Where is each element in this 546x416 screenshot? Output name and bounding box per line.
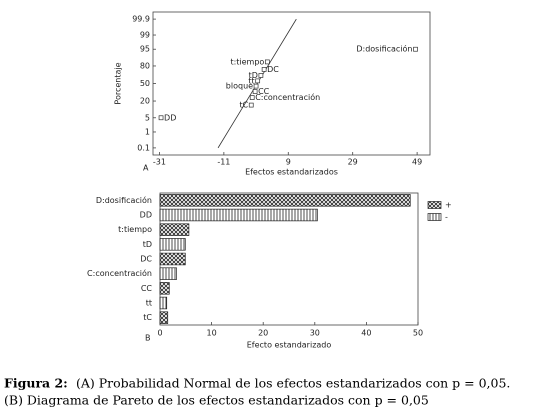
bar: [159, 238, 186, 251]
x-tick-label: 50: [413, 329, 423, 338]
x-tick-label: 20: [258, 329, 268, 338]
point: [249, 95, 255, 100]
point-label: tD: [249, 71, 258, 80]
point-label: bloque: [226, 82, 253, 91]
panel-label: B: [145, 334, 151, 343]
bar: [159, 282, 170, 295]
x-tick-label: 40: [361, 329, 371, 338]
y-tick-label: tC: [143, 313, 152, 322]
y-tick-label: tt: [146, 299, 152, 308]
legend-label: +: [445, 201, 452, 210]
y-tick-label: 0.1: [137, 143, 150, 152]
x-axis-label: Efectos estandarizados: [245, 168, 338, 177]
y-tick-label: 5: [145, 113, 150, 122]
y-tick-label: 20: [140, 97, 150, 106]
y-tick-label: tD: [143, 240, 152, 249]
x-tick-label: 30: [310, 329, 320, 338]
point: [158, 115, 164, 121]
legend-swatch: [427, 201, 442, 209]
y-tick-label: D:dosificación: [96, 195, 152, 205]
y-axis-label: Porcentaje: [114, 62, 123, 104]
point: [258, 73, 264, 78]
legend-swatch: [427, 213, 442, 221]
x-tick-label: 29: [348, 158, 358, 167]
caption-line: (B) Diagrama de Pareto de los efectos es…: [4, 393, 429, 408]
point-label: t:tiempo: [230, 57, 264, 66]
y-tick-label: 95: [140, 45, 150, 54]
point: [413, 46, 418, 52]
panel-label: A: [143, 164, 149, 173]
point: [264, 59, 270, 65]
y-tick-label: DC: [140, 255, 152, 264]
y-tick-label: 1: [145, 127, 150, 136]
y-tick-label: t:tiempo: [118, 225, 152, 234]
legend-label: -: [445, 213, 448, 222]
x-tick-label: 9: [286, 158, 291, 167]
point: [248, 102, 254, 108]
point: [253, 83, 259, 89]
x-tick-label: 0: [157, 329, 162, 338]
point-label: C:concentración: [255, 92, 320, 102]
bar: [159, 252, 186, 266]
plot-frame: [152, 11, 431, 156]
y-tick-label: C:concentración: [87, 268, 152, 278]
y-tick-label: 80: [140, 61, 150, 70]
y-tick-label: 99.9: [132, 15, 150, 24]
point-label: CC: [258, 87, 270, 96]
fit-line: [217, 18, 297, 149]
point: [261, 67, 267, 72]
x-tick-label: 10: [207, 329, 217, 338]
bar: [159, 311, 169, 324]
point-label: D:dosificación: [356, 44, 412, 54]
caption-line: (A) Probabilidad Normal de los efectos e…: [76, 376, 510, 391]
point-label: tt: [248, 76, 254, 85]
bar: [159, 267, 177, 280]
x-tick-label: -11: [217, 158, 230, 167]
point-label: tC: [240, 101, 249, 110]
caption-label: Figura 2:: [4, 376, 68, 391]
bar: [159, 208, 318, 222]
bar: [159, 194, 411, 207]
point-label: DC: [267, 65, 279, 74]
x-axis-label: Efecto estandarizado: [247, 341, 332, 350]
y-tick-label: DD: [140, 211, 152, 220]
point: [252, 89, 258, 94]
point: [255, 78, 261, 84]
y-tick-label: CC: [141, 284, 153, 293]
x-tick-label: 49: [412, 158, 422, 167]
y-tick-label: 50: [140, 79, 150, 88]
bar: [159, 296, 168, 310]
y-tick-label: 99: [140, 31, 150, 40]
x-tick-label: -31: [153, 158, 166, 167]
bar: [159, 223, 190, 236]
point-label: DD: [164, 113, 176, 122]
